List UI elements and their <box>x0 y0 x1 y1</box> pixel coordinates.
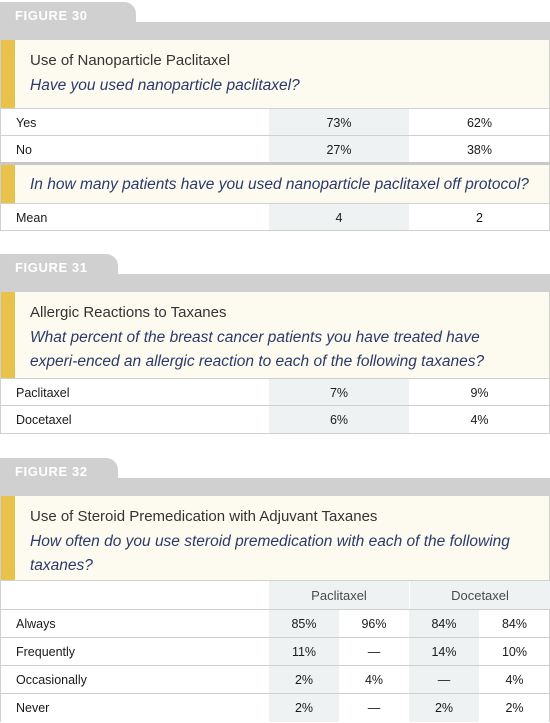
figure-31-header-bar <box>0 274 550 294</box>
figure-30-title: Use of Nanoparticle Paclitaxel <box>30 52 231 69</box>
row-label: Always <box>16 617 56 631</box>
value-col-4: 4% <box>505 673 524 687</box>
row-label: Frequently <box>16 645 76 659</box>
figure-30-question-box: Use of Nanoparticle Paclitaxel Have you … <box>0 40 550 108</box>
accent-bar <box>1 40 15 108</box>
value-col-2: 38% <box>466 143 493 157</box>
value-col-1: 11% <box>269 638 339 665</box>
table-row: Paclitaxel 7% 9% <box>0 378 550 406</box>
value-col-3: 2% <box>409 694 479 722</box>
value-col-1: 85% <box>269 610 339 637</box>
value-col-1: 2% <box>269 694 339 722</box>
table-row: Occasionally 2% 4% — 4% <box>0 666 550 694</box>
value-col-1: 2% <box>269 666 339 693</box>
value-col-2: 2 <box>476 211 483 225</box>
figure-30-header-bar <box>0 22 550 42</box>
figure-31-question: What percent of the breast cancer patien… <box>30 329 485 370</box>
figure-31: FIGURE 31 Allergic Reactions to Taxanes … <box>0 254 550 439</box>
value-col-1: 6% <box>269 406 409 433</box>
value-col-4: 2% <box>505 701 524 715</box>
value-col-2: 62% <box>466 116 493 130</box>
row-label: Docetaxel <box>16 413 72 427</box>
figure-30-question-box-2: In how many patients have you used nanop… <box>0 165 550 203</box>
figure-30: FIGURE 30 Use of Nanoparticle Paclitaxel… <box>0 2 550 232</box>
value-col-4: 10% <box>501 645 528 659</box>
figure-32-question: How often do you use steroid premedicati… <box>30 533 510 574</box>
value-col-2: — <box>367 701 381 715</box>
figure-31-tab: FIGURE 31 <box>0 254 118 282</box>
value-col-2: — <box>367 645 381 659</box>
table-row: Always 85% 96% 84% 84% <box>0 610 550 638</box>
figure-32: FIGURE 32 Use of Steroid Premedication w… <box>0 458 550 723</box>
value-col-1: 4 <box>269 204 409 230</box>
value-col-1: 73% <box>269 109 409 135</box>
value-col-1: 27% <box>269 136 409 163</box>
row-label: Never <box>16 701 50 715</box>
figure-32-header-bar <box>0 478 550 498</box>
section-separator <box>0 162 550 165</box>
value-col-2: 96% <box>361 617 387 631</box>
figure-30-tab: FIGURE 30 <box>0 2 136 30</box>
column-header-docetaxel: Docetaxel <box>409 581 550 609</box>
row-label: Mean <box>16 211 48 225</box>
value-col-3: 14% <box>409 638 479 665</box>
table-row: Docetaxel 6% 4% <box>0 406 550 434</box>
value-col-1: 7% <box>269 379 409 405</box>
column-header-row: Paclitaxel Docetaxel <box>0 580 550 610</box>
table-row: No 27% 38% <box>0 136 550 164</box>
value-col-3: 84% <box>409 610 479 637</box>
table-row: Frequently 11% — 14% 10% <box>0 638 550 666</box>
row-label: Yes <box>16 116 37 130</box>
figure-31-title: Allergic Reactions to Taxanes <box>30 304 227 321</box>
column-header-paclitaxel: Paclitaxel <box>269 581 409 609</box>
figure-31-question-box: Allergic Reactions to Taxanes What perce… <box>0 292 550 378</box>
row-label: Occasionally <box>16 673 87 687</box>
figure-32-tab: FIGURE 32 <box>0 458 118 486</box>
accent-bar <box>1 165 15 203</box>
row-label: No <box>16 143 32 157</box>
value-col-2: 4% <box>364 673 384 687</box>
row-label: Paclitaxel <box>16 386 70 400</box>
accent-bar <box>1 292 15 378</box>
table-row: Never 2% — 2% 2% <box>0 694 550 722</box>
figure-30-question-2: In how many patients have you used nanop… <box>30 176 529 193</box>
value-col-2: 4% <box>470 413 489 427</box>
figure-32-question-box: Use of Steroid Premedication with Adjuva… <box>0 496 550 580</box>
figure-30-question-1: Have you used nanoparticle paclitaxel? <box>30 77 300 94</box>
accent-bar <box>1 496 15 580</box>
figure-32-title: Use of Steroid Premedication with Adjuva… <box>30 508 378 525</box>
value-col-2: 9% <box>470 386 489 400</box>
value-col-3: — <box>409 666 479 693</box>
value-col-4: 84% <box>501 617 528 631</box>
table-row: Mean 4 2 <box>0 203 550 231</box>
table-row: Yes 73% 62% <box>0 108 550 136</box>
